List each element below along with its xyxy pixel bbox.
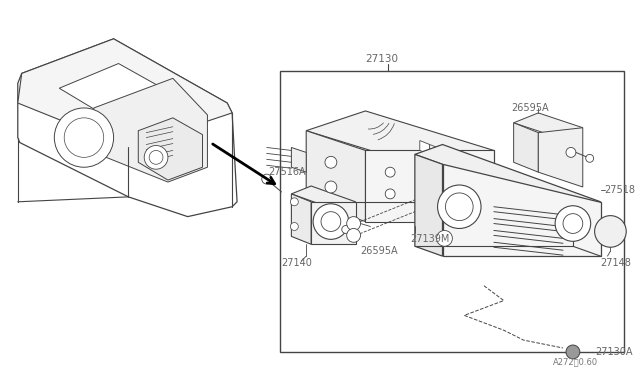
Text: 27140: 27140 xyxy=(282,258,312,268)
Polygon shape xyxy=(365,150,494,222)
Circle shape xyxy=(563,214,583,233)
Polygon shape xyxy=(514,113,583,138)
Circle shape xyxy=(325,156,337,168)
Polygon shape xyxy=(306,131,365,222)
Text: 27139M: 27139M xyxy=(410,234,449,244)
Circle shape xyxy=(555,206,591,241)
Text: 27130: 27130 xyxy=(365,54,399,64)
Polygon shape xyxy=(138,118,202,180)
Polygon shape xyxy=(514,123,538,172)
Circle shape xyxy=(313,204,349,239)
Text: A272⁧0.60: A272⁧0.60 xyxy=(553,357,598,366)
Text: 27148: 27148 xyxy=(600,258,632,268)
Circle shape xyxy=(385,189,395,199)
Text: 27518: 27518 xyxy=(605,185,636,195)
Polygon shape xyxy=(311,202,356,244)
Polygon shape xyxy=(538,128,583,187)
Circle shape xyxy=(149,150,163,164)
Polygon shape xyxy=(18,39,237,217)
Circle shape xyxy=(321,212,340,231)
Circle shape xyxy=(291,222,298,230)
Circle shape xyxy=(586,154,594,162)
Circle shape xyxy=(595,216,626,247)
Circle shape xyxy=(385,167,395,177)
Circle shape xyxy=(342,225,349,233)
Polygon shape xyxy=(280,71,624,352)
Polygon shape xyxy=(420,141,429,154)
Text: 26595A: 26595A xyxy=(360,246,398,256)
Circle shape xyxy=(291,198,298,206)
Circle shape xyxy=(54,108,113,167)
Polygon shape xyxy=(442,164,600,256)
Circle shape xyxy=(144,145,168,169)
Circle shape xyxy=(566,147,576,157)
Circle shape xyxy=(262,174,271,184)
Polygon shape xyxy=(415,144,600,212)
Text: 27130A: 27130A xyxy=(596,347,633,357)
Polygon shape xyxy=(94,78,207,182)
Circle shape xyxy=(566,345,580,359)
Polygon shape xyxy=(291,194,311,244)
Circle shape xyxy=(445,193,473,221)
Polygon shape xyxy=(18,39,232,147)
Polygon shape xyxy=(291,186,356,210)
Polygon shape xyxy=(429,144,440,158)
Circle shape xyxy=(64,118,104,157)
Polygon shape xyxy=(306,111,494,170)
Circle shape xyxy=(436,230,452,246)
Polygon shape xyxy=(60,64,193,133)
Circle shape xyxy=(347,228,360,242)
Text: 27516A: 27516A xyxy=(269,167,307,177)
Circle shape xyxy=(347,217,360,230)
Polygon shape xyxy=(291,147,306,172)
Text: 26595A: 26595A xyxy=(511,103,549,113)
Circle shape xyxy=(325,181,337,193)
Polygon shape xyxy=(415,154,442,256)
Circle shape xyxy=(438,185,481,228)
